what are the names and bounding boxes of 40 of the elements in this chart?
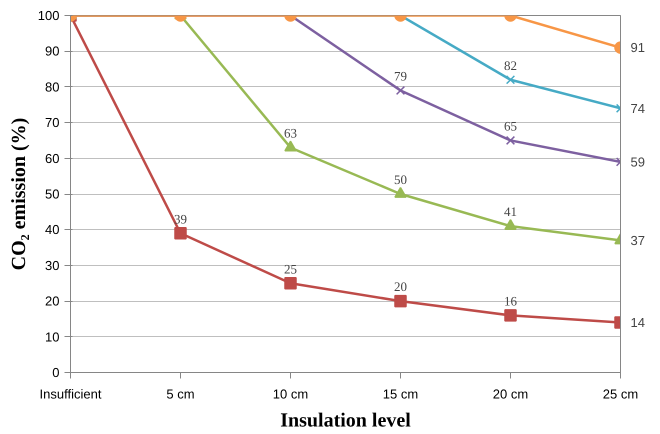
data-label: 39 <box>174 211 187 226</box>
x-tick-label: Insufficient <box>40 386 102 402</box>
data-label: 14 <box>630 315 645 330</box>
x-tick-label: 5 cm <box>166 386 195 402</box>
x-tick-label: 10 cm <box>272 386 308 402</box>
x-tick-label: 15 cm <box>382 386 418 402</box>
y-tick-label: 90 <box>45 44 60 59</box>
point <box>504 309 517 322</box>
data-label: 41 <box>504 204 517 220</box>
data-label: 25 <box>284 261 297 276</box>
data-label: 50 <box>394 172 407 187</box>
point <box>394 294 407 308</box>
y-tick-label: 40 <box>45 222 60 238</box>
data-label: 82 <box>504 58 517 73</box>
y-tick-label: 50 <box>45 186 60 202</box>
data-label: 59 <box>630 154 645 170</box>
data-label: 79 <box>394 68 407 84</box>
y-tick-label: 30 <box>45 258 60 273</box>
y-tick-label: 20 <box>45 294 60 309</box>
data-label: 16 <box>504 293 518 308</box>
y-tick-label: 80 <box>45 79 60 94</box>
x-tick-label: 20 cm <box>492 386 528 402</box>
data-label: 20 <box>394 279 407 294</box>
x-tick-label: 25 cm <box>602 386 638 402</box>
x-axis-title: Insulation level <box>280 410 412 432</box>
data-label: 63 <box>284 126 297 141</box>
y-axis-title: CO₂ emission (%) <box>8 118 30 270</box>
y-tick-label: 0 <box>52 365 60 380</box>
y-tick-label: 70 <box>45 115 60 130</box>
data-label: 74 <box>630 100 645 116</box>
data-label: 91 <box>630 40 645 56</box>
point <box>506 136 516 146</box>
data-label: 37 <box>630 232 645 248</box>
data-label: 65 <box>504 118 517 134</box>
point <box>504 219 517 230</box>
y-tick-label: 10 <box>45 329 60 344</box>
y-tick-label: 60 <box>45 150 60 166</box>
y-tick-label: 100 <box>38 8 60 23</box>
point <box>396 86 406 96</box>
point <box>284 277 297 290</box>
